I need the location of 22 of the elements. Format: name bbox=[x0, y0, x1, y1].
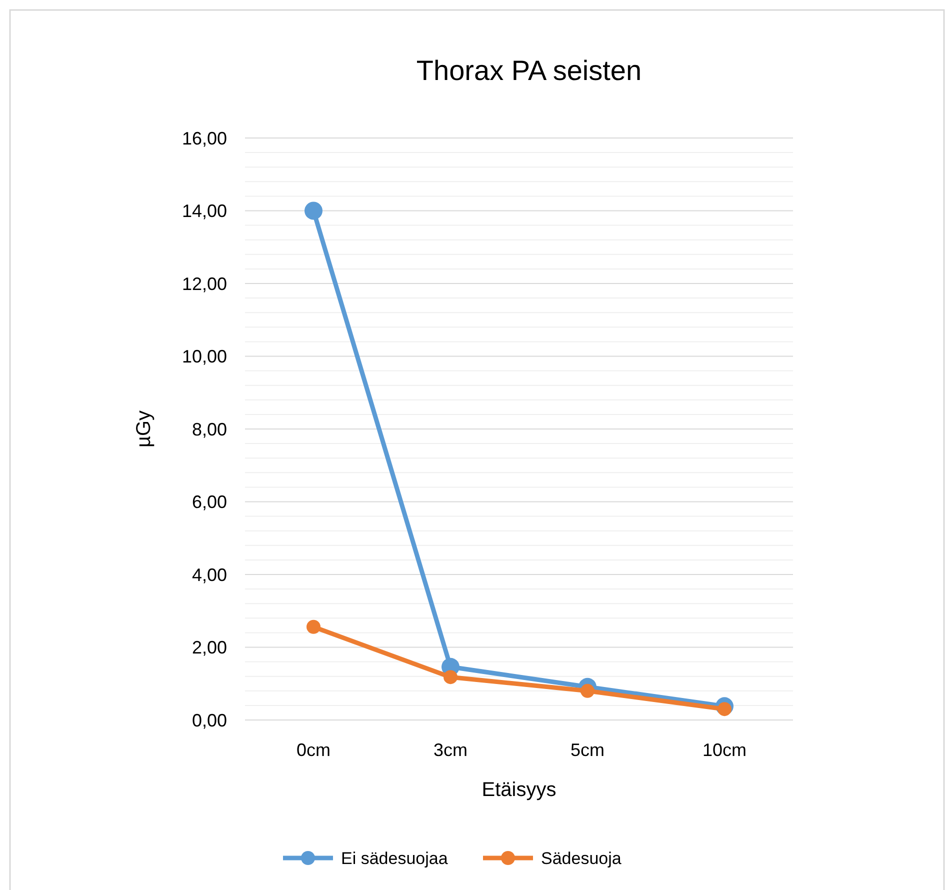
x-axis-title: Etäisyys bbox=[482, 779, 556, 801]
y-tick-label: 8,00 bbox=[192, 419, 227, 440]
x-tick-label: 3cm bbox=[433, 740, 468, 760]
y-tick-label: 4,00 bbox=[192, 564, 227, 585]
point bbox=[718, 702, 732, 716]
y-tick-label: 2,00 bbox=[192, 638, 227, 658]
y-tick-label: 16,00 bbox=[182, 128, 227, 148]
legend-label: Sädesuoja bbox=[541, 848, 622, 868]
x-tick-label: 0cm bbox=[296, 740, 331, 760]
y-axis-title: µGy bbox=[133, 410, 155, 448]
y-tick-label: 14,00 bbox=[182, 201, 227, 222]
y-tick-label: 12,00 bbox=[182, 274, 227, 294]
y-tick-label: 10,00 bbox=[182, 346, 227, 367]
point bbox=[304, 202, 322, 220]
x-tick-label: 5cm bbox=[570, 740, 605, 760]
y-tick-label: 0,00 bbox=[192, 710, 227, 730]
point bbox=[306, 620, 320, 634]
point bbox=[444, 670, 458, 684]
legend-label: Ei sädesuojaa bbox=[341, 848, 448, 868]
chart-title: Thorax PA seisten bbox=[416, 55, 642, 86]
y-tick-label: 6,00 bbox=[192, 492, 227, 512]
x-tick-label: 10cm bbox=[702, 740, 747, 760]
